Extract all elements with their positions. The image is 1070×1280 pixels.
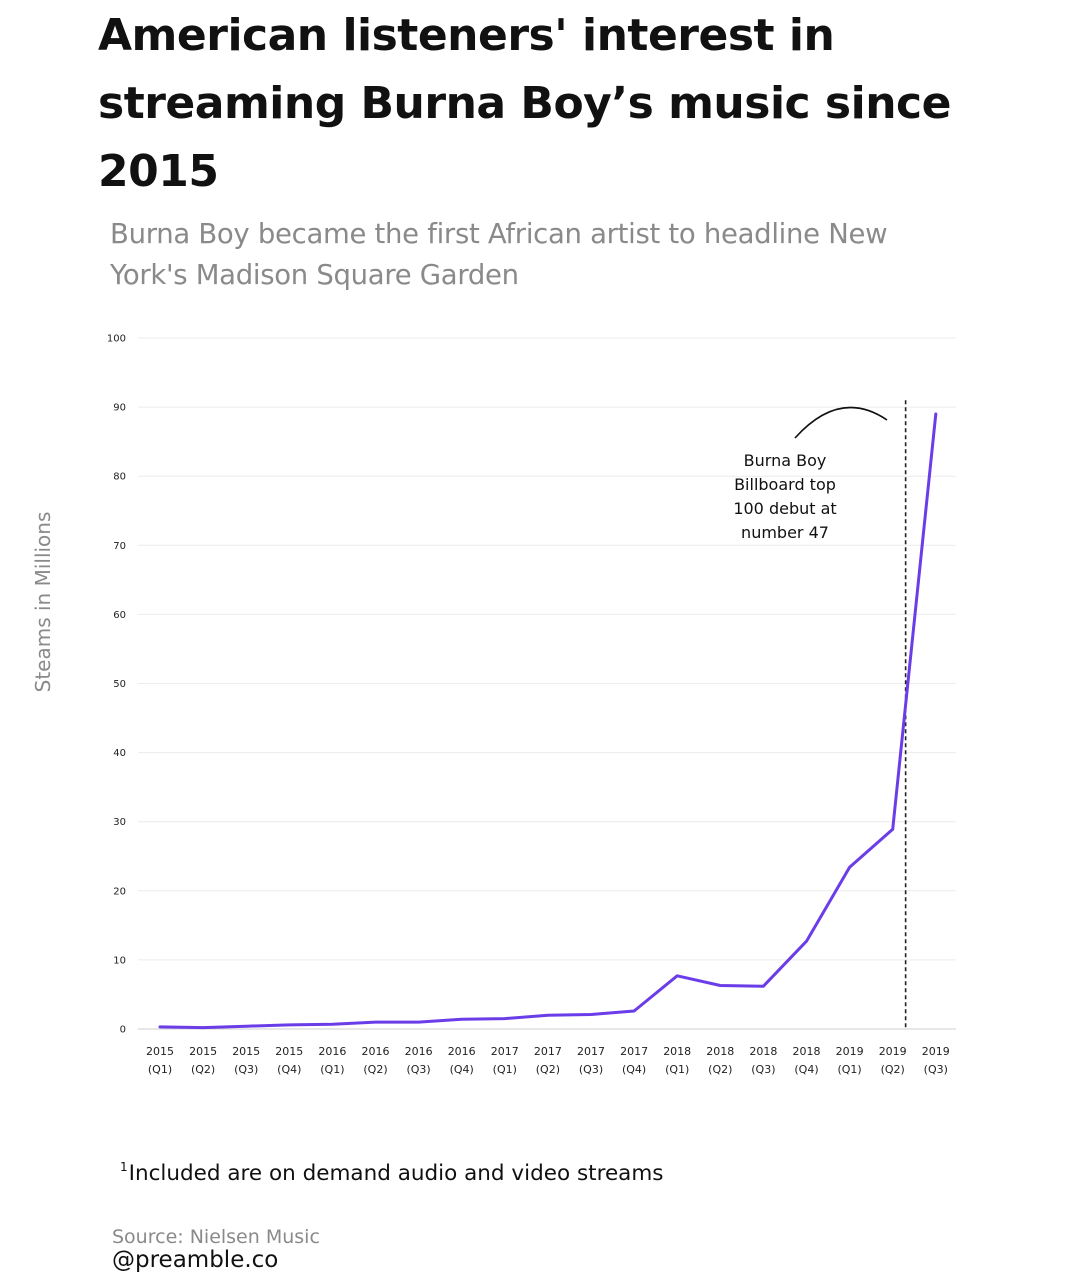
x-tick-label-year-10: 2017	[577, 1045, 605, 1058]
x-tick-label-year-13: 2018	[706, 1045, 734, 1058]
x-tick-label-quarter-6: (Q3)	[406, 1063, 430, 1076]
annotation: Burna Boy Billboard top 100 debut at num…	[733, 406, 888, 542]
x-tick-label-quarter-16: (Q1)	[837, 1063, 861, 1076]
x-tick-label-year-7: 2016	[448, 1045, 476, 1058]
x-tick-label-quarter-15: (Q4)	[794, 1063, 818, 1076]
y-tick-label-70: 70	[113, 541, 126, 552]
x-tick-label-year-15: 2018	[793, 1045, 821, 1058]
x-tick-label-year-17: 2019	[879, 1045, 907, 1058]
y-tick-label-30: 30	[113, 817, 126, 828]
x-tick-label-quarter-10: (Q3)	[579, 1063, 603, 1076]
x-tick-label-quarter-4: (Q1)	[320, 1063, 344, 1076]
annotation-arrow-curve	[794, 406, 888, 439]
y-tick-label-10: 10	[113, 955, 126, 966]
brand-handle: @preamble.co	[112, 1247, 279, 1273]
x-tick-label-quarter-13: (Q2)	[708, 1063, 732, 1076]
x-tick-label-quarter-12: (Q1)	[665, 1063, 689, 1076]
x-tick-label-year-6: 2016	[405, 1045, 433, 1058]
x-tick-label-year-14: 2018	[749, 1045, 777, 1058]
x-tick-label-quarter-0: (Q1)	[148, 1063, 172, 1076]
x-tick-label-year-18: 2019	[922, 1045, 950, 1058]
y-axis-label: Steams in Millions	[31, 512, 55, 693]
x-tick-label-quarter-1: (Q2)	[191, 1063, 215, 1076]
y-tick-label-60: 60	[113, 610, 126, 621]
x-tick-label-quarter-9: (Q2)	[536, 1063, 560, 1076]
annotation-line-4: number 47	[741, 523, 829, 542]
y-axis-ticks: 0 10 20 30 40 50 60 70 80 90 100	[107, 334, 126, 1036]
x-tick-label-quarter-17: (Q2)	[881, 1063, 905, 1076]
y-tick-label-50: 50	[113, 679, 126, 690]
x-axis-ticks: 2015 (Q1) 2015 (Q2) 2015 (Q3) 2015 (Q4) 2016 (Q1)…	[146, 1045, 950, 1076]
y-tick-label-90: 90	[113, 403, 126, 414]
x-tick-label-quarter-7: (Q4)	[450, 1063, 474, 1076]
annotation-line-3: 100 debut at	[733, 499, 836, 518]
x-tick-label-year-2: 2015	[232, 1045, 260, 1058]
y-tick-label-80: 80	[113, 472, 126, 483]
chart-subtitle: Burna Boy became the first African artis…	[110, 218, 888, 291]
footnote: 1Included are on demand audio and video …	[120, 1160, 664, 1186]
x-tick-label-year-11: 2017	[620, 1045, 648, 1058]
x-tick-label-quarter-18: (Q3)	[924, 1063, 948, 1076]
series	[158, 412, 938, 1030]
x-tick-label-year-16: 2019	[836, 1045, 864, 1058]
x-tick-label-year-8: 2017	[491, 1045, 519, 1058]
x-tick-label-year-9: 2017	[534, 1045, 562, 1058]
x-tick-label-quarter-3: (Q4)	[277, 1063, 301, 1076]
series-line-0	[158, 412, 938, 1030]
x-tick-label-year-5: 2016	[362, 1045, 390, 1058]
y-tick-label-100: 100	[107, 334, 126, 345]
y-tick-label-40: 40	[113, 748, 126, 759]
footnote-mark: 1	[120, 1160, 128, 1174]
chart-title: American listeners' interest in streamin…	[98, 10, 951, 197]
x-tick-label-quarter-14: (Q3)	[751, 1063, 775, 1076]
annotation-line-2: Billboard top	[734, 475, 836, 494]
x-tick-label-quarter-2: (Q3)	[234, 1063, 258, 1076]
x-tick-label-year-12: 2018	[663, 1045, 691, 1058]
x-tick-label-quarter-8: (Q1)	[493, 1063, 517, 1076]
annotation-line-1: Burna Boy	[744, 451, 827, 470]
x-tick-label-quarter-5: (Q2)	[363, 1063, 387, 1076]
gridlines	[138, 337, 956, 1030]
x-tick-label-year-0: 2015	[146, 1045, 174, 1058]
y-tick-label-0: 0	[120, 1025, 126, 1036]
x-tick-label-year-4: 2016	[318, 1045, 346, 1058]
source-credit: Source: Nielsen Music	[112, 1226, 320, 1248]
x-tick-label-quarter-11: (Q4)	[622, 1063, 646, 1076]
footnote-text: Included are on demand audio and video s…	[128, 1161, 664, 1186]
y-tick-label-20: 20	[113, 886, 126, 897]
x-tick-label-year-1: 2015	[189, 1045, 217, 1058]
x-tick-label-year-3: 2015	[275, 1045, 303, 1058]
